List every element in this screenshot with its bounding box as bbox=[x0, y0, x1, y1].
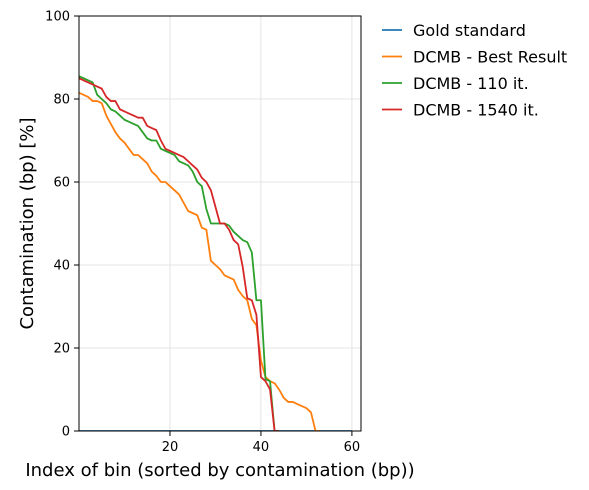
y-tick-label: 100 bbox=[45, 10, 70, 25]
y-tick-label: 60 bbox=[53, 176, 70, 191]
series-layer bbox=[79, 75, 352, 431]
y-tick-label: 0 bbox=[62, 425, 70, 440]
legend-label: Gold standard bbox=[413, 21, 526, 40]
series-line-2 bbox=[79, 91, 321, 431]
y-tick-label: 20 bbox=[53, 342, 70, 357]
legend: Gold standard DCMB - Best Result DCMB - 11… bbox=[382, 21, 567, 120]
x-tick-label: 40 bbox=[253, 440, 270, 455]
x-tick-label: 20 bbox=[162, 440, 179, 455]
y-axis-title: Contamination (bp) [%] bbox=[17, 117, 38, 329]
y-tick-label: 80 bbox=[53, 93, 70, 108]
x-tick-label: 60 bbox=[344, 440, 361, 455]
y-tick-label: 40 bbox=[53, 259, 70, 274]
legend-label: DCMB - Best Result bbox=[413, 48, 567, 67]
legend-label: DCMB - 1540 it. bbox=[413, 101, 539, 120]
plot-frame bbox=[78, 15, 362, 432]
x-axis-title: Index of bin (sorted by contamination (b… bbox=[25, 460, 414, 481]
axis-ticks: 20 40 60 0 20 40 60 80 100 bbox=[45, 10, 360, 456]
series-line-3 bbox=[79, 75, 276, 431]
series-line-4 bbox=[79, 77, 280, 431]
legend-label: DCMB - 110 it. bbox=[413, 74, 529, 93]
